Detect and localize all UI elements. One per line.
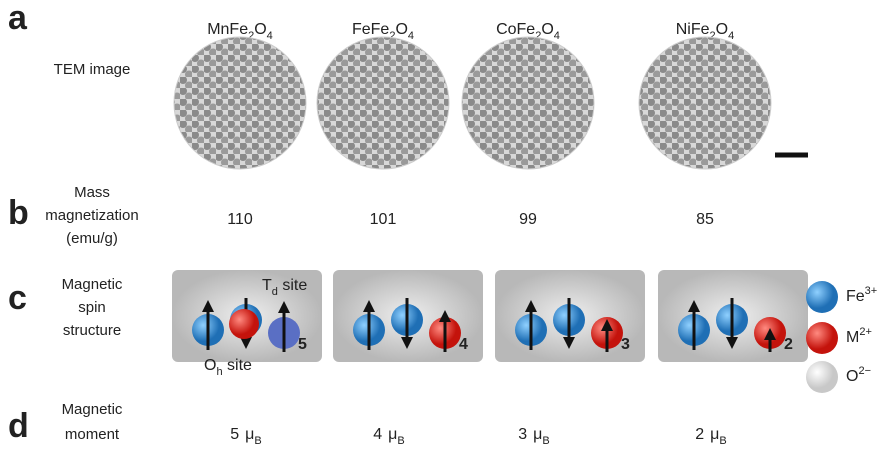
compound-name-part: O: [541, 21, 553, 38]
spin-number: 2: [784, 336, 793, 353]
row-label: (emu/g): [66, 230, 118, 247]
row-label: moment: [65, 426, 120, 443]
tem-image: [317, 37, 449, 169]
moment-value-part: μ: [710, 426, 719, 443]
row-label: Magnetic: [62, 401, 123, 418]
spin-number: 3: [621, 336, 630, 353]
legend-label-part: 2−: [858, 365, 871, 377]
panel-letter: c: [8, 279, 27, 317]
moment-value-part: B: [397, 435, 404, 447]
figure: a b c d TEM image Mass magnetization (emu/g) Mag…: [0, 0, 890, 450]
moment-value-part: 2: [695, 426, 704, 443]
row-label: structure: [63, 322, 121, 339]
legend-label: O2−: [846, 365, 871, 385]
compound-name-part: 4: [408, 30, 414, 42]
row-label: TEM image: [54, 61, 131, 78]
legend-swatch: [806, 361, 838, 393]
legend-label-part: 2+: [859, 326, 872, 338]
legend-label: Fe3+: [846, 285, 877, 305]
row-label: Mass: [74, 184, 110, 201]
compound-name-part: 4: [554, 30, 560, 42]
panel-letter: a: [8, 0, 28, 37]
compound-name-part: 4: [728, 30, 734, 42]
moment-value-part: B: [254, 435, 261, 447]
site-label-part: site: [223, 357, 252, 374]
tem-image: [174, 37, 306, 169]
tem-image: [462, 37, 594, 169]
panel-letter: d: [8, 407, 29, 445]
site-label-part: O: [204, 357, 216, 374]
moment-value-part: μ: [245, 426, 254, 443]
moment-value-part: 3: [518, 426, 527, 443]
legend-label-part: O: [846, 368, 858, 385]
spin-number: 4: [459, 336, 468, 353]
site-label: Oh site: [204, 357, 252, 378]
td-ion: [229, 309, 259, 339]
moment-value-part: B: [542, 435, 549, 447]
moment-value-part: B: [719, 435, 726, 447]
tem-image: [639, 37, 771, 169]
compound-name-part: MnFe: [207, 21, 248, 38]
site-label-part: site: [278, 277, 307, 294]
mass-value: 99: [519, 211, 537, 228]
legend-swatch: [806, 281, 838, 313]
compound-name-part: FeFe: [352, 21, 389, 38]
compound-name-part: 4: [267, 30, 273, 42]
mass-value: 101: [370, 211, 397, 228]
moment-value-part: μ: [388, 426, 397, 443]
legend-label-part: M: [846, 329, 859, 346]
row-label: Magnetic: [62, 276, 123, 293]
mass-value: 110: [227, 211, 253, 228]
site-label-part: T: [262, 277, 272, 294]
spin-number: 5: [298, 336, 307, 353]
legend-label-part: Fe: [846, 288, 865, 305]
legend-swatch: [806, 322, 838, 354]
row-label: spin: [78, 299, 106, 316]
compound-name-part: NiFe: [676, 21, 710, 38]
moment-value-part: μ: [533, 426, 542, 443]
mass-value: 85: [696, 211, 714, 228]
moment-value-part: 4: [373, 426, 382, 443]
compound-name-part: O: [716, 21, 728, 38]
compound-name-part: O: [254, 21, 266, 38]
moment-value-part: 5: [230, 426, 239, 443]
compound-name-part: O: [395, 21, 407, 38]
row-label: magnetization: [45, 207, 138, 224]
panel-letter: b: [8, 194, 29, 232]
compound-name-part: CoFe: [496, 21, 535, 38]
legend-label-part: 3+: [865, 285, 878, 297]
legend-label: M2+: [846, 326, 872, 346]
